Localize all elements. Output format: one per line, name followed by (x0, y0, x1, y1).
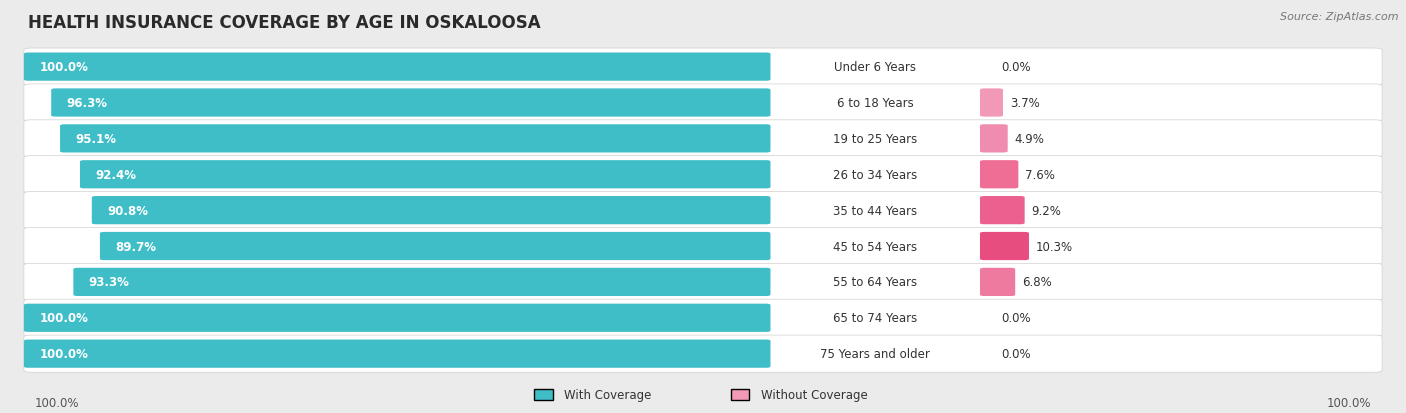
Text: 100.0%: 100.0% (39, 347, 89, 360)
Text: Without Coverage: Without Coverage (761, 388, 868, 401)
Text: 96.3%: 96.3% (66, 97, 108, 110)
FancyBboxPatch shape (91, 197, 770, 225)
FancyBboxPatch shape (24, 53, 770, 81)
Text: 93.3%: 93.3% (89, 276, 129, 289)
Text: 100.0%: 100.0% (39, 61, 89, 74)
FancyBboxPatch shape (980, 197, 1025, 225)
FancyBboxPatch shape (731, 389, 749, 400)
Text: 7.6%: 7.6% (1025, 169, 1056, 181)
FancyBboxPatch shape (24, 299, 1382, 337)
Text: 9.2%: 9.2% (1032, 204, 1062, 217)
Text: 55 to 64 Years: 55 to 64 Years (834, 276, 917, 289)
Text: 89.7%: 89.7% (115, 240, 156, 253)
FancyBboxPatch shape (24, 335, 1382, 373)
FancyBboxPatch shape (980, 89, 1002, 117)
Text: 0.0%: 0.0% (1001, 347, 1031, 360)
Text: HEALTH INSURANCE COVERAGE BY AGE IN OSKALOOSA: HEALTH INSURANCE COVERAGE BY AGE IN OSKA… (28, 14, 541, 32)
Text: 95.1%: 95.1% (76, 133, 117, 145)
FancyBboxPatch shape (24, 304, 770, 332)
FancyBboxPatch shape (24, 49, 1382, 86)
Text: Under 6 Years: Under 6 Years (834, 61, 917, 74)
FancyBboxPatch shape (980, 125, 1008, 153)
Text: 26 to 34 Years: 26 to 34 Years (834, 169, 917, 181)
FancyBboxPatch shape (100, 233, 770, 261)
FancyBboxPatch shape (60, 125, 770, 153)
Text: 90.8%: 90.8% (107, 204, 148, 217)
FancyBboxPatch shape (980, 233, 1029, 261)
FancyBboxPatch shape (980, 161, 1018, 189)
Text: 92.4%: 92.4% (96, 169, 136, 181)
Text: 100.0%: 100.0% (1326, 396, 1371, 409)
Text: 6 to 18 Years: 6 to 18 Years (837, 97, 914, 110)
Text: 75 Years and older: 75 Years and older (820, 347, 931, 360)
Text: 19 to 25 Years: 19 to 25 Years (834, 133, 917, 145)
Text: 3.7%: 3.7% (1010, 97, 1040, 110)
Text: 0.0%: 0.0% (1001, 61, 1031, 74)
Text: 65 to 74 Years: 65 to 74 Years (834, 311, 917, 325)
FancyBboxPatch shape (980, 268, 1015, 296)
FancyBboxPatch shape (73, 268, 770, 296)
FancyBboxPatch shape (24, 156, 1382, 193)
FancyBboxPatch shape (51, 89, 770, 117)
FancyBboxPatch shape (24, 263, 1382, 301)
FancyBboxPatch shape (24, 228, 1382, 265)
Text: 4.9%: 4.9% (1015, 133, 1045, 145)
Text: 35 to 44 Years: 35 to 44 Years (834, 204, 917, 217)
Text: 0.0%: 0.0% (1001, 311, 1031, 325)
Text: 100.0%: 100.0% (39, 311, 89, 325)
Text: 100.0%: 100.0% (35, 396, 80, 409)
Text: With Coverage: With Coverage (564, 388, 651, 401)
Text: 45 to 54 Years: 45 to 54 Years (834, 240, 917, 253)
FancyBboxPatch shape (80, 161, 770, 189)
FancyBboxPatch shape (24, 192, 1382, 229)
FancyBboxPatch shape (534, 389, 553, 400)
Text: 10.3%: 10.3% (1036, 240, 1073, 253)
FancyBboxPatch shape (24, 340, 770, 368)
FancyBboxPatch shape (24, 121, 1382, 158)
FancyBboxPatch shape (24, 85, 1382, 122)
Text: Source: ZipAtlas.com: Source: ZipAtlas.com (1281, 12, 1399, 22)
Text: 6.8%: 6.8% (1022, 276, 1052, 289)
